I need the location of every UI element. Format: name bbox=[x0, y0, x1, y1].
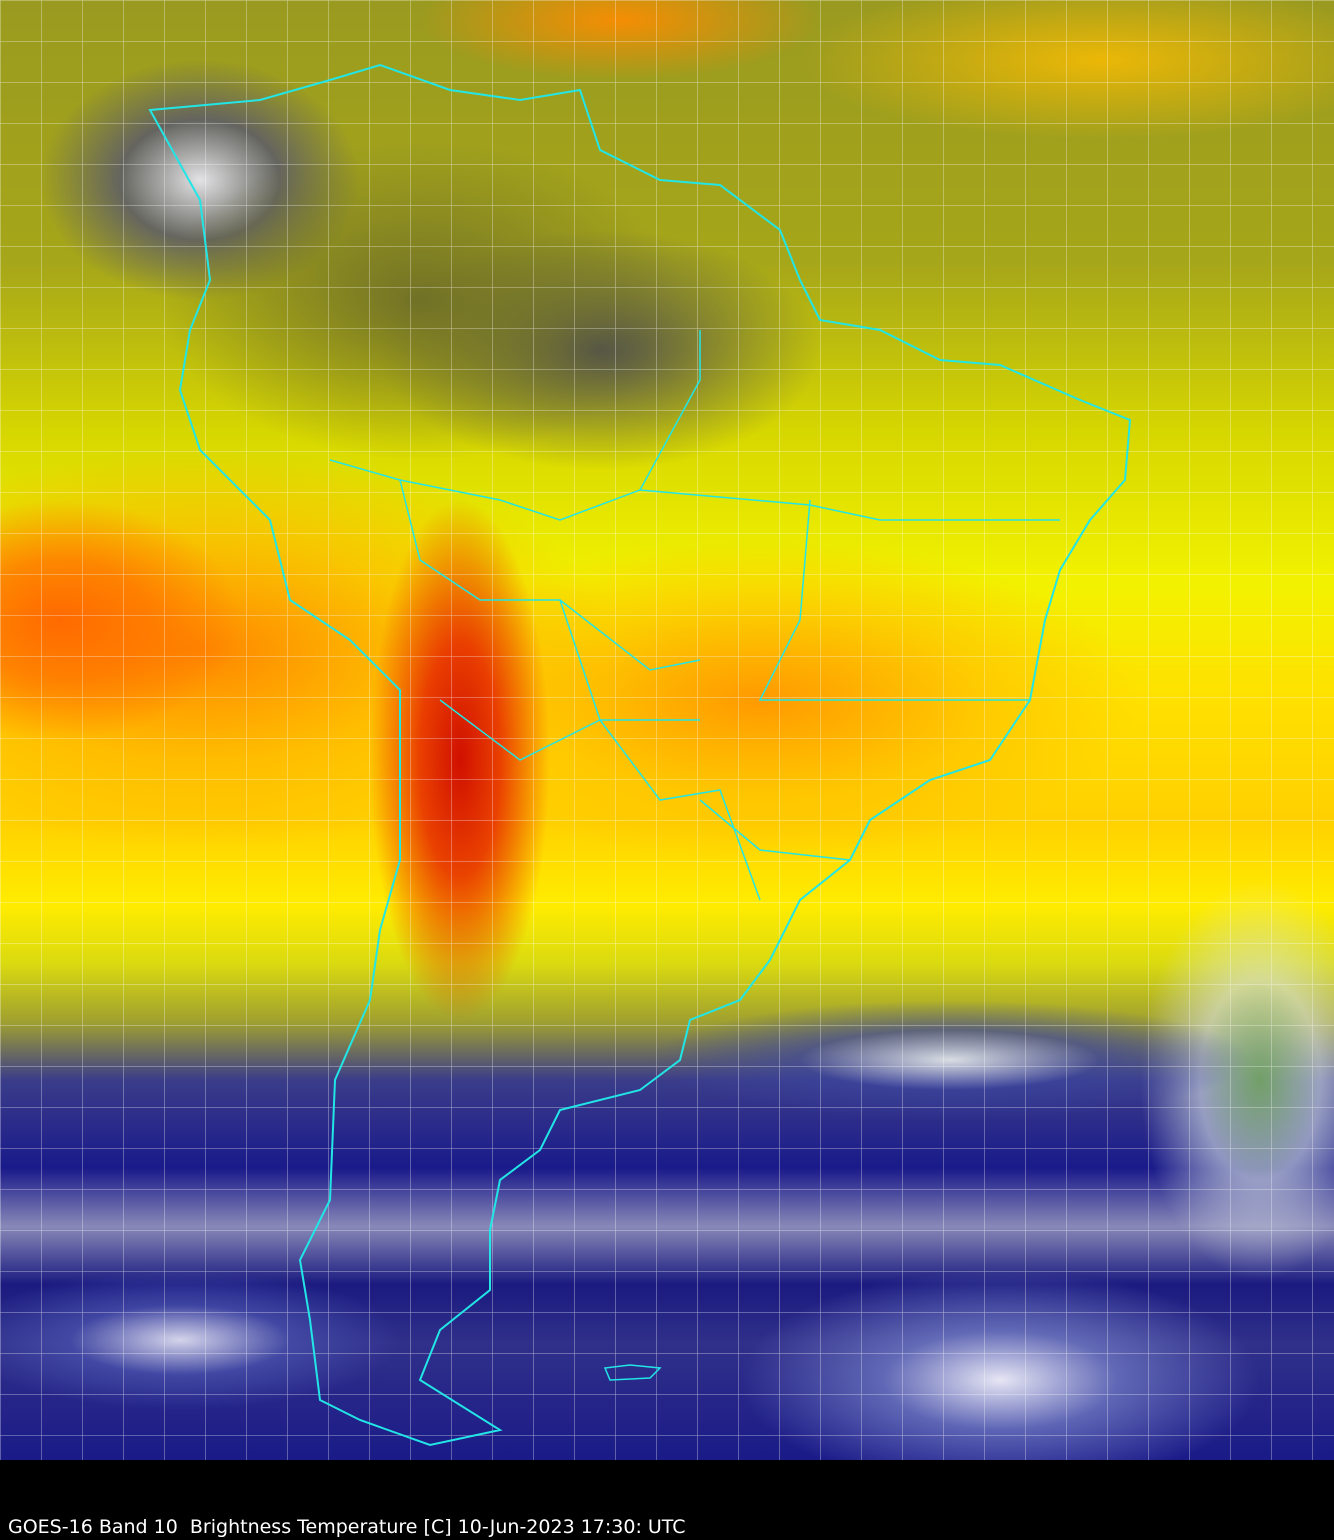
falklands-outline bbox=[603, 1364, 662, 1381]
brightness-temperature-imagery bbox=[0, 0, 1334, 1460]
south-america-coastline bbox=[148, 63, 1132, 1447]
country-borders-overlay bbox=[148, 63, 1132, 1447]
interior-borders bbox=[329, 330, 1060, 901]
lat-lon-grid bbox=[0, 0, 1334, 1460]
image-caption: GOES-16 Band 10 Brightness Temperature [… bbox=[8, 1516, 686, 1538]
